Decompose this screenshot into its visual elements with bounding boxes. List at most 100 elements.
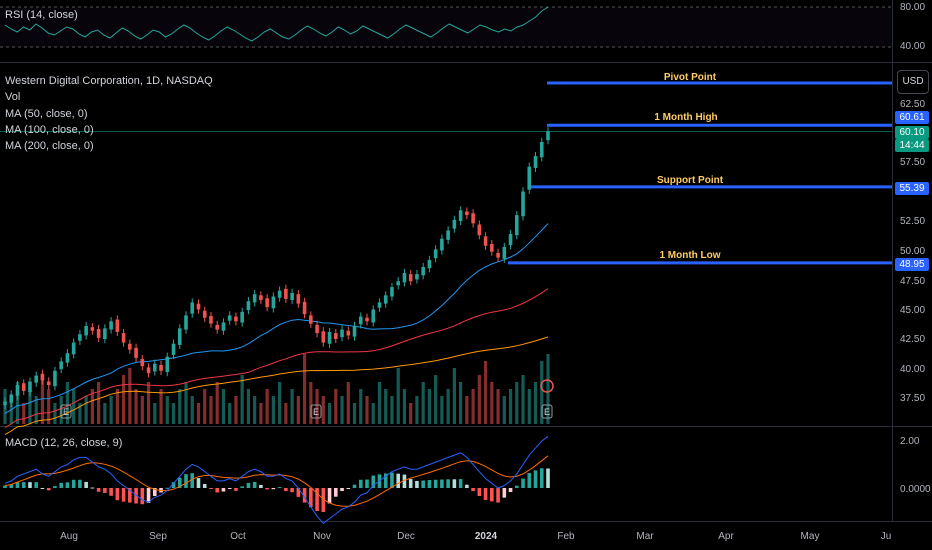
macd-signal-line xyxy=(4,455,549,507)
macd-histogram-bar xyxy=(490,488,494,502)
rsi-legend[interactable]: RSI (14, close) xyxy=(5,9,78,21)
macd-histogram-bar xyxy=(265,488,269,490)
candle-body xyxy=(53,370,57,387)
support-price-tag: 55.39 xyxy=(895,182,929,195)
candle-body xyxy=(78,334,82,341)
price-axis-label: 47.50 xyxy=(900,276,926,287)
candle-body xyxy=(496,252,500,258)
volume-bar xyxy=(496,389,500,424)
macd-histogram-bar xyxy=(190,473,195,488)
candle-body xyxy=(396,281,401,286)
macd-legend[interactable]: MACD (12, 26, close, 9) xyxy=(5,437,123,449)
price-axis-label: 57.50 xyxy=(900,157,926,168)
candle-body xyxy=(152,363,157,372)
time-label-mar: Mar xyxy=(636,531,654,542)
candle-body xyxy=(215,324,220,330)
macd-histogram-bar xyxy=(121,488,126,502)
candle-body xyxy=(290,292,294,301)
macd-histogram-bar xyxy=(152,488,157,496)
macd-histogram-bar xyxy=(227,488,232,489)
volume-bar xyxy=(240,375,244,424)
volume-legend[interactable]: Vol xyxy=(5,91,21,103)
candle-body xyxy=(121,333,126,343)
ma50-legend[interactable]: MA (50, close, 0) xyxy=(5,108,88,120)
macd-histogram-bar xyxy=(246,482,251,488)
volume-bar xyxy=(40,375,45,424)
volume-bar xyxy=(365,396,369,424)
volume-bar xyxy=(502,396,506,424)
bar-countdown-tag: 14:44 xyxy=(895,139,929,152)
volume-bar xyxy=(253,396,257,424)
volume-bar xyxy=(390,396,394,424)
volume-bar xyxy=(103,403,107,424)
symbol-title[interactable]: Western Digital Corporation, 1D, NASDAQ xyxy=(5,75,213,87)
ma200-legend[interactable]: MA (200, close, 0) xyxy=(5,140,94,152)
time-label-jun: Ju xyxy=(880,531,892,542)
macd-histogram-bar xyxy=(371,475,376,488)
volume-bar xyxy=(184,382,188,424)
volume-bar xyxy=(84,396,88,424)
candle-body xyxy=(46,381,51,386)
candle-body xyxy=(71,342,76,355)
volume-bar xyxy=(284,403,288,424)
volume-bar xyxy=(53,403,57,424)
macd-histogram-bar xyxy=(234,488,238,491)
macd-histogram-bar xyxy=(84,481,88,488)
macd-histogram-bar xyxy=(221,488,226,492)
price-axis-label: 62.50 xyxy=(900,99,926,110)
time-label-sep: Sep xyxy=(149,531,167,542)
volume-bar xyxy=(346,382,350,424)
volume-bar xyxy=(352,403,357,424)
macd-histogram-bar xyxy=(59,482,63,488)
macd-histogram-bar xyxy=(202,484,207,488)
macd-histogram-bar xyxy=(196,478,201,488)
candle-body xyxy=(333,333,338,339)
volume-bar xyxy=(415,396,419,424)
volume-bar xyxy=(271,396,275,424)
macd-histogram-bar xyxy=(34,482,39,488)
volume-bar xyxy=(259,403,263,424)
candle-body xyxy=(227,315,232,321)
macd-histogram-bar xyxy=(65,482,70,488)
earnings-marker xyxy=(310,404,322,419)
macd-histogram-bar xyxy=(471,488,475,492)
candle-body xyxy=(352,326,357,337)
candle-body xyxy=(177,328,182,345)
volume-bar xyxy=(221,389,226,424)
macd-histogram-bar xyxy=(508,488,513,492)
currency-button[interactable]: USD xyxy=(897,70,929,94)
macd-histogram-bar xyxy=(365,479,369,488)
macd-histogram-bar xyxy=(383,473,388,488)
macd-histogram-bar xyxy=(433,479,438,488)
price-axis-label: 37.50 xyxy=(900,393,926,404)
month-low-price-tag: 48.95 xyxy=(895,258,929,271)
earnings-marker xyxy=(541,404,553,419)
macd-histogram-bar xyxy=(396,473,401,488)
price-axis-label: 45.00 xyxy=(900,305,926,316)
alert-icon xyxy=(540,379,554,393)
candle-body xyxy=(383,295,388,304)
macd-histogram-bar xyxy=(546,468,550,488)
candle-body xyxy=(246,301,251,311)
macd-histogram-bar xyxy=(165,487,170,489)
candle-body xyxy=(415,274,419,280)
month-high-price-tag: 60.61 xyxy=(895,111,929,124)
macd-histogram-bar xyxy=(477,488,482,496)
candle-body xyxy=(96,328,101,338)
volume-bar xyxy=(508,389,513,424)
candle-body xyxy=(321,331,326,343)
ma100-legend[interactable]: MA (100, close, 0) xyxy=(5,124,94,136)
volume-bar xyxy=(265,389,269,424)
volume-bar xyxy=(321,396,325,424)
candle-body xyxy=(90,327,95,331)
candle-body xyxy=(165,356,170,373)
macd-histogram-bar xyxy=(171,482,176,488)
candle-body xyxy=(358,316,363,325)
candle-body xyxy=(390,287,394,297)
candle-body xyxy=(539,141,544,158)
candle-body xyxy=(109,321,113,330)
volume-bar xyxy=(521,375,525,424)
macd-histogram-bar xyxy=(290,488,294,493)
candle-body xyxy=(446,230,450,240)
